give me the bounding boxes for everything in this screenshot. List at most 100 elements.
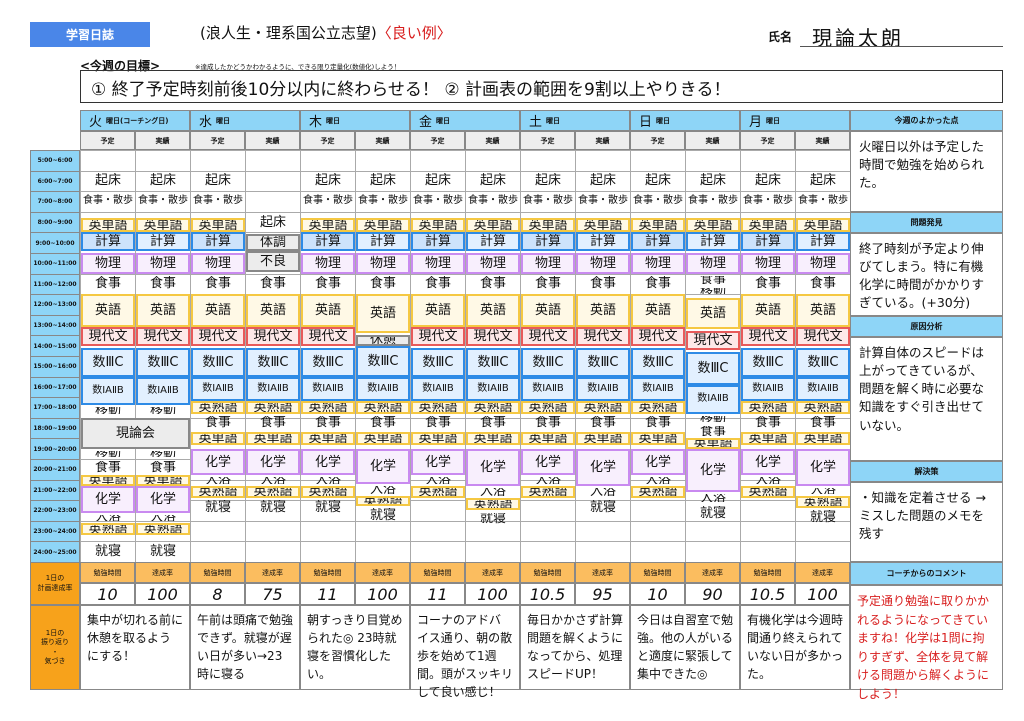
activity-block[interactable]: 数ⅢC bbox=[796, 347, 850, 377]
activity-block[interactable]: 英熟語 bbox=[301, 485, 355, 499]
activity-block[interactable]: 数ⅠAⅡB bbox=[411, 376, 465, 402]
activity-block[interactable]: 起床 bbox=[754, 173, 781, 189]
activity-block[interactable]: 食事 bbox=[589, 415, 616, 431]
activity-block[interactable]: 食事・散歩 bbox=[358, 195, 408, 207]
achievement-rate-value[interactable]: 100 bbox=[465, 583, 520, 605]
activity-block[interactable]: 食事 bbox=[149, 276, 176, 292]
activity-block[interactable]: 入浴 bbox=[534, 475, 561, 486]
activity-block[interactable]: 食事 bbox=[699, 273, 726, 286]
activity-block[interactable]: 英熟語 bbox=[576, 401, 630, 414]
study-hours-value[interactable]: 10 bbox=[630, 583, 685, 605]
activity-block[interactable]: 移動 bbox=[699, 413, 726, 424]
activity-block[interactable]: 食事 bbox=[369, 276, 396, 292]
activity-block[interactable]: 就寝 bbox=[479, 511, 506, 527]
activity-block[interactable]: 数ⅢC bbox=[356, 345, 410, 377]
activity-block[interactable]: 化学 bbox=[796, 448, 850, 486]
activity-block[interactable]: 食事・散歩 bbox=[743, 195, 793, 207]
activity-block[interactable]: 就寝 bbox=[369, 508, 396, 524]
activity-block[interactable]: 現代文 bbox=[411, 327, 465, 346]
schedule-cell[interactable] bbox=[630, 150, 686, 172]
activity-block[interactable]: 現代文 bbox=[796, 327, 850, 346]
activity-block[interactable]: 英単語 bbox=[521, 217, 575, 233]
activity-block[interactable]: 英語 bbox=[136, 294, 190, 328]
activity-block[interactable]: 化学 bbox=[521, 448, 575, 476]
activity-block[interactable]: 英熟語 bbox=[411, 485, 465, 499]
activity-block[interactable]: 現代文 bbox=[466, 327, 520, 346]
achievement-rate-value[interactable]: 90 bbox=[685, 583, 740, 605]
activity-block[interactable]: 英語 bbox=[796, 294, 850, 328]
schedule-cell[interactable] bbox=[245, 170, 301, 193]
achievement-rate-value[interactable]: 75 bbox=[245, 583, 300, 605]
activity-block[interactable]: 食事・散歩 bbox=[138, 195, 188, 207]
activity-block[interactable]: 入浴 bbox=[204, 475, 231, 486]
activity-block[interactable]: 食事・散歩 bbox=[193, 195, 243, 207]
activity-block[interactable]: 入浴 bbox=[259, 475, 286, 486]
schedule-cell[interactable] bbox=[740, 520, 796, 543]
activity-block[interactable]: 計算 bbox=[466, 232, 520, 251]
achievement-rate-value[interactable]: 100 bbox=[795, 583, 850, 605]
schedule-cell[interactable] bbox=[300, 541, 356, 563]
study-hours-value[interactable]: 8 bbox=[190, 583, 245, 605]
schedule-cell[interactable] bbox=[685, 541, 741, 563]
activity-block[interactable]: 入浴 bbox=[699, 491, 726, 505]
activity-block[interactable]: 計算 bbox=[686, 232, 740, 251]
activity-block[interactable]: 英単語 bbox=[191, 217, 245, 233]
activity-block[interactable]: 英熟語 bbox=[631, 485, 685, 499]
activity-block[interactable]: 入浴 bbox=[809, 485, 836, 497]
activity-block[interactable]: 入浴 bbox=[94, 512, 121, 523]
panel-text-solution[interactable]: ・知識を定着させる →ミスした問題のメモを残す bbox=[850, 482, 1003, 562]
activity-block[interactable]: 物理 bbox=[411, 253, 465, 274]
activity-block[interactable]: 英単語 bbox=[796, 432, 850, 445]
schedule-cell[interactable] bbox=[575, 520, 631, 543]
activity-block[interactable]: 数ⅠAⅡB bbox=[246, 376, 300, 402]
activity-block[interactable]: 就寝 bbox=[314, 499, 341, 515]
activity-block[interactable]: 移動 bbox=[94, 448, 121, 459]
panel-text-good[interactable]: 火曜日以外は予定した時間で勉強を始められた。 bbox=[850, 131, 1003, 212]
activity-block[interactable]: 数ⅢC bbox=[191, 347, 245, 377]
activity-block[interactable]: 食事 bbox=[754, 276, 781, 292]
activity-block[interactable]: 英熟語 bbox=[411, 401, 465, 414]
schedule-cell[interactable] bbox=[685, 150, 741, 172]
activity-block[interactable]: 食事・散歩 bbox=[798, 195, 848, 207]
activity-block[interactable]: 物理 bbox=[741, 253, 795, 274]
activity-block[interactable]: 英単語 bbox=[301, 217, 355, 233]
activity-block[interactable]: 英単語 bbox=[411, 432, 465, 445]
activity-block[interactable]: 化学 bbox=[466, 448, 520, 486]
activity-block[interactable]: 食事 bbox=[479, 415, 506, 431]
activity-block[interactable]: 現代文 bbox=[81, 327, 135, 346]
schedule-cell[interactable] bbox=[190, 150, 246, 172]
activity-block[interactable]: 数ⅢC bbox=[301, 347, 355, 377]
activity-block[interactable]: 英単語 bbox=[466, 217, 520, 233]
activity-block[interactable]: 移動 bbox=[94, 405, 121, 416]
study-hours-value[interactable]: 10 bbox=[80, 583, 135, 605]
activity-block[interactable]: 食事 bbox=[149, 459, 176, 475]
activity-block[interactable]: 物理 bbox=[301, 253, 355, 274]
activity-block[interactable]: 英単語 bbox=[741, 432, 795, 445]
activity-block[interactable]: 化学 bbox=[411, 448, 465, 476]
activity-block[interactable]: 化学 bbox=[136, 485, 190, 513]
activity-block[interactable]: 数ⅠAⅡB bbox=[521, 376, 575, 402]
activity-block[interactable]: 計算 bbox=[136, 232, 190, 251]
schedule-cell[interactable] bbox=[795, 541, 851, 563]
activity-block[interactable]: 食事 bbox=[94, 459, 121, 475]
activity-block[interactable]: 化学 bbox=[356, 448, 410, 484]
activity-block[interactable]: 就寝 bbox=[149, 544, 176, 560]
activity-block[interactable]: 起床 bbox=[204, 173, 231, 189]
schedule-cell[interactable] bbox=[245, 541, 301, 563]
activity-block[interactable]: 英単語 bbox=[686, 217, 740, 233]
activity-block[interactable]: 化学 bbox=[631, 448, 685, 476]
activity-block[interactable]: 数ⅠAⅡB bbox=[466, 376, 520, 402]
activity-block[interactable]: 英語 bbox=[741, 294, 795, 328]
schedule-cell[interactable] bbox=[685, 520, 741, 543]
activity-block[interactable]: 化学 bbox=[81, 485, 135, 513]
activity-block[interactable]: 起床 bbox=[94, 173, 121, 189]
schedule-cell[interactable] bbox=[630, 541, 686, 563]
activity-block[interactable]: 数ⅠAⅡB bbox=[631, 376, 685, 402]
activity-block[interactable]: 計算 bbox=[411, 232, 465, 251]
schedule-cell[interactable] bbox=[520, 150, 576, 172]
activity-block[interactable]: 英語 bbox=[356, 294, 410, 334]
activity-block[interactable]: 英語 bbox=[301, 294, 355, 328]
activity-block[interactable]: 英語 bbox=[191, 294, 245, 328]
activity-block[interactable]: 物理 bbox=[686, 253, 740, 274]
activity-block[interactable]: 数ⅢC bbox=[631, 347, 685, 377]
